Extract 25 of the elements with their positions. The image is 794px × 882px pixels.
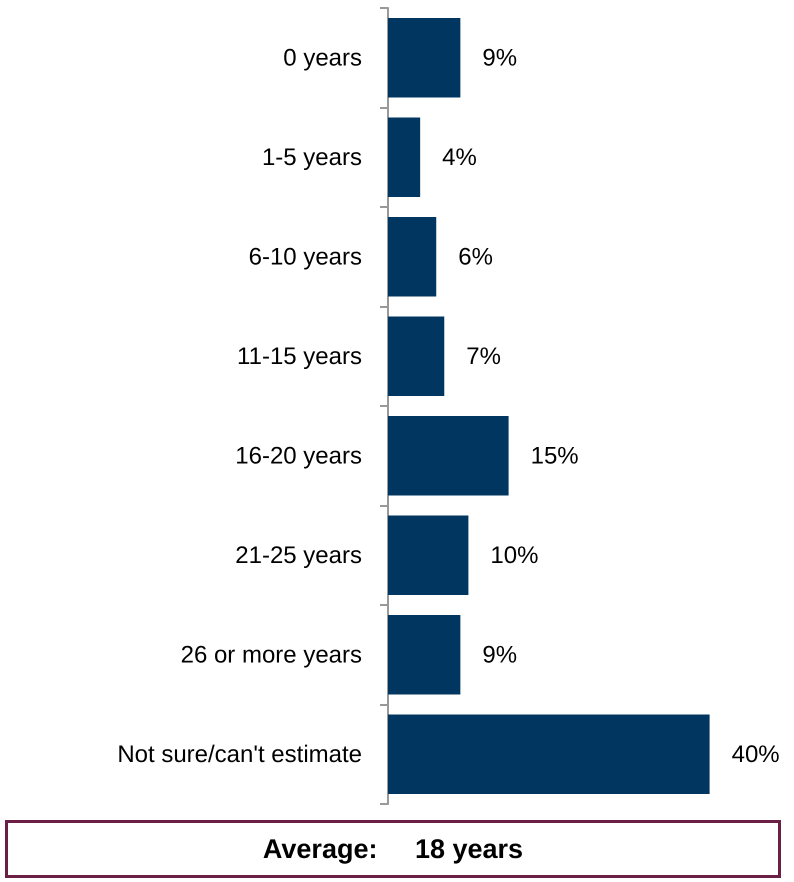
y-tick-label: 6-10 years <box>248 243 362 270</box>
data-label: 9% <box>482 641 518 668</box>
y-tick-label: 16-20 years <box>235 442 362 470</box>
data-label: 9% <box>482 44 518 72</box>
data-label: 15% <box>530 442 579 470</box>
y-tick-label: 21-25 years <box>235 542 362 569</box>
y-tick-label: 1-5 years <box>262 144 362 171</box>
bar <box>388 416 509 496</box>
y-tick-label: 11-15 years <box>237 342 362 370</box>
bar <box>388 316 444 396</box>
text: Average: 18 years <box>5 820 781 878</box>
data-label: 7% <box>466 342 501 370</box>
bar <box>388 714 710 794</box>
bar <box>388 614 460 695</box>
bar <box>388 216 436 297</box>
y-tick-label: Not sure/can't estimate <box>117 740 362 768</box>
y-tick-label: 0 years <box>283 44 362 72</box>
bar <box>388 117 420 198</box>
bar <box>388 18 460 98</box>
data-label: 4% <box>442 144 477 171</box>
data-label: 40% <box>732 740 780 768</box>
data-label: 6% <box>458 243 493 270</box>
y-tick-label: 26 or more years <box>180 641 362 668</box>
data-label: 10% <box>490 542 538 569</box>
bar <box>388 515 468 596</box>
